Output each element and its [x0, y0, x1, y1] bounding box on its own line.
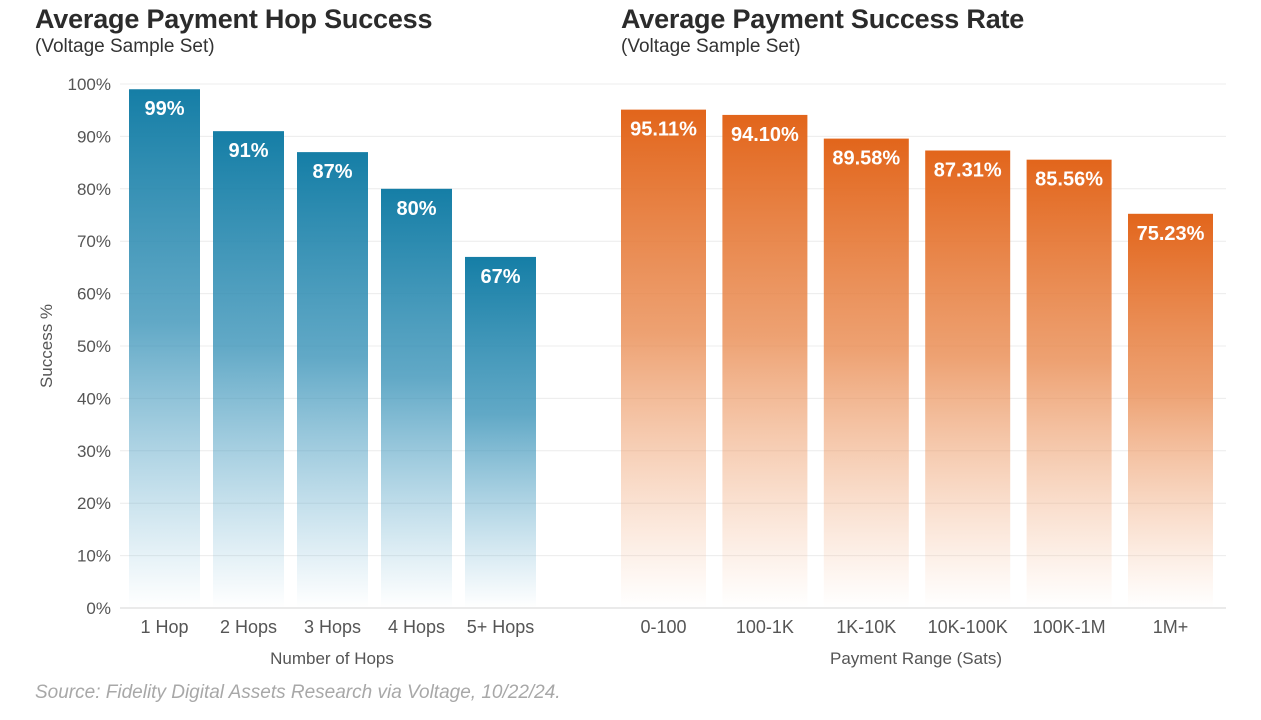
right-chart-subtitle: (Voltage Sample Set)	[621, 36, 801, 57]
hop-data-label: 87%	[312, 161, 352, 183]
hop-x-axis-title: Number of Hops	[270, 649, 394, 668]
range-data-label: 85.56%	[1035, 169, 1103, 191]
y-tick-label: 30%	[77, 442, 111, 461]
range-data-label: 89.58%	[832, 148, 900, 170]
range-bar	[722, 114, 808, 608]
range-data-label: 94.10%	[731, 124, 799, 146]
right-chart-title: Average Payment Success Rate	[621, 4, 1025, 34]
labels: 0% 10% 20% 30% 40% 50% 60% 70% 80% 90% 100% Success…	[37, 75, 1205, 668]
hop-category-label: 5+ Hops	[467, 617, 535, 637]
left-chart-subtitle: (Voltage Sample Set)	[35, 36, 215, 57]
hop-data-label: 67%	[480, 266, 520, 288]
hop-bar	[129, 89, 200, 609]
hop-category-label: 2 Hops	[220, 617, 277, 637]
range-data-label: 95.11%	[630, 119, 697, 141]
range-category-label: 1M+	[1153, 617, 1189, 637]
range-category-label: 100-1K	[736, 617, 794, 637]
hop-data-label: 80%	[396, 198, 436, 220]
hop-data-label: 91%	[228, 140, 268, 162]
range-category-label: 100K-1M	[1033, 617, 1106, 637]
y-tick-label: 40%	[77, 389, 111, 408]
left-chart-title: Average Payment Hop Success	[35, 4, 433, 34]
range-bar	[621, 109, 706, 608]
hop-bar	[297, 152, 368, 608]
range-bar	[1026, 159, 1112, 609]
y-tick-label: 0%	[86, 599, 111, 618]
range-data-label: 87.31%	[934, 159, 1002, 181]
y-axis-title: Success %	[37, 304, 56, 388]
range-category-label: 1K-10K	[836, 617, 896, 637]
hop-data-label: 99%	[144, 98, 184, 120]
y-tick-label: 10%	[77, 547, 111, 566]
range-bar	[823, 138, 909, 608]
y-tick-label: 90%	[77, 127, 111, 146]
hop-bar	[465, 256, 536, 608]
hop-bar	[213, 131, 284, 608]
y-tick-label: 20%	[77, 494, 111, 513]
y-tick-label: 70%	[77, 232, 111, 251]
range-bar	[925, 150, 1011, 608]
range-category-label: 10K-100K	[928, 617, 1008, 637]
range-data-label: 75.23%	[1137, 223, 1205, 245]
hop-category-label: 4 Hops	[388, 617, 445, 637]
range-category-label: 0-100	[640, 617, 686, 637]
range-bar	[1128, 213, 1213, 608]
bars	[129, 89, 1213, 609]
range-x-axis-title: Payment Range (Sats)	[830, 649, 1002, 668]
y-tick-label: 50%	[77, 337, 111, 356]
hop-category-label: 3 Hops	[304, 617, 361, 637]
hop-category-label: 1 Hop	[140, 617, 188, 637]
y-tick-label: 60%	[77, 285, 111, 304]
source-note: Source: Fidelity Digital Assets Research…	[35, 682, 561, 703]
hop-bar	[381, 188, 452, 609]
y-tick-label: 100%	[68, 75, 111, 94]
y-tick-label: 80%	[77, 180, 111, 199]
